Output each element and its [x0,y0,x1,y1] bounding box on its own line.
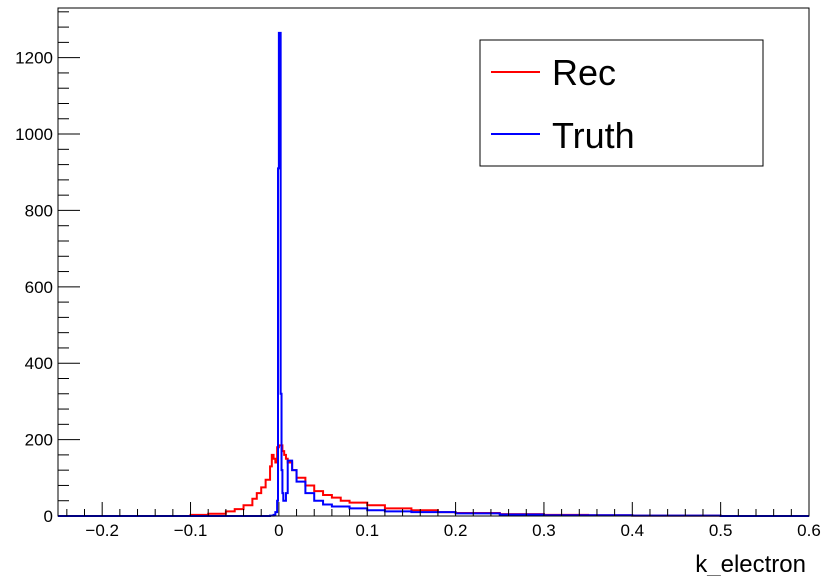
y-tick-label: 400 [25,354,53,373]
y-tick-label: 800 [25,201,53,220]
legend: Rec Truth [479,39,764,167]
y-tick-label: 600 [25,278,53,297]
series-line-rec [58,444,809,517]
x-tick-label: 0.4 [620,521,644,540]
y-tick-label: 200 [25,431,53,450]
x-tick-label: 0.3 [532,521,556,540]
x-axis-label: k_electron [695,551,806,576]
x-tick-label: 0.2 [444,521,468,540]
legend-box [479,39,764,167]
y-tick-label: 0 [44,507,53,526]
x-tick-label: 0.6 [797,521,821,540]
legend-label-truth: Truth [552,115,635,156]
x-tick-label: −0.2 [85,521,119,540]
y-tick-label: 1000 [15,125,53,144]
x-tick-label: 0.1 [355,521,379,540]
legend-label-rec: Rec [552,52,616,93]
x-tick-label: 0.5 [709,521,733,540]
x-tick-label: 0 [274,521,283,540]
axis-ticks: −0.2 −0.1 0 0.1 0.2 0.3 0.4 0.5 0.6 0 200 400 600 800… [15,11,821,540]
plot-frame [57,7,810,517]
x-tick-label: −0.1 [174,521,208,540]
y-tick-label: 1200 [15,49,53,68]
